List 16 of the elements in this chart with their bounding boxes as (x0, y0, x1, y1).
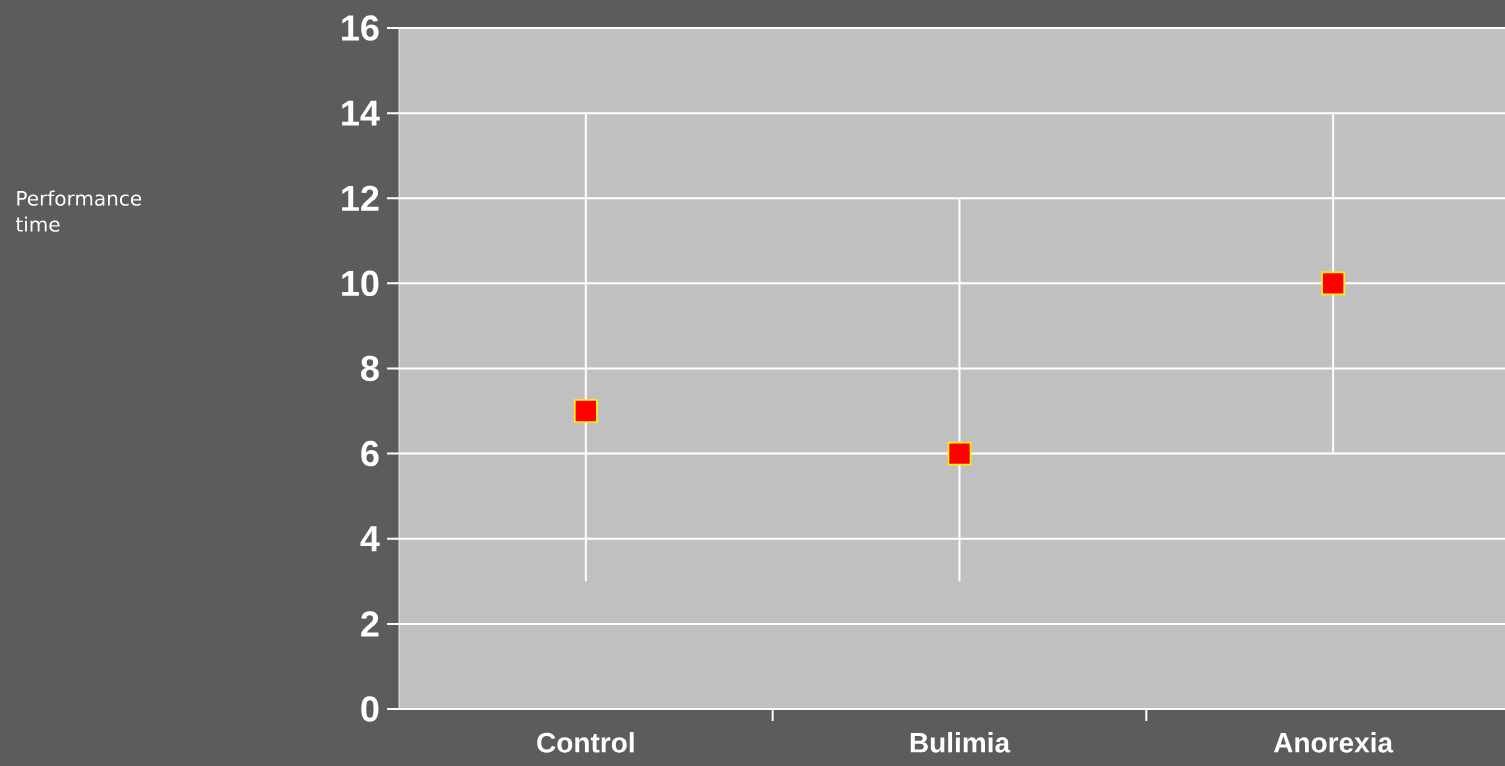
y-tick-label: 16 (342, 15, 379, 41)
x-tick-label: Anorexia (1273, 732, 1394, 753)
y-tick-label: 14 (342, 100, 380, 126)
y-tick-label: 6 (361, 440, 379, 467)
y-tick-label: 4 (360, 526, 380, 552)
point (574, 399, 598, 423)
y-tick-label: 0 (361, 696, 379, 722)
x-tick-label: Control (537, 732, 634, 753)
point (1321, 271, 1345, 296)
y-tick-label: 8 (361, 355, 379, 382)
point (947, 441, 972, 466)
x-tick-label: Bulimia (910, 732, 1011, 753)
y-tick-label: 12 (342, 185, 379, 211)
y-tick-label: 2 (361, 611, 379, 637)
y-tick-label: 10 (342, 270, 379, 297)
text: Performance time (15, 190, 142, 232)
